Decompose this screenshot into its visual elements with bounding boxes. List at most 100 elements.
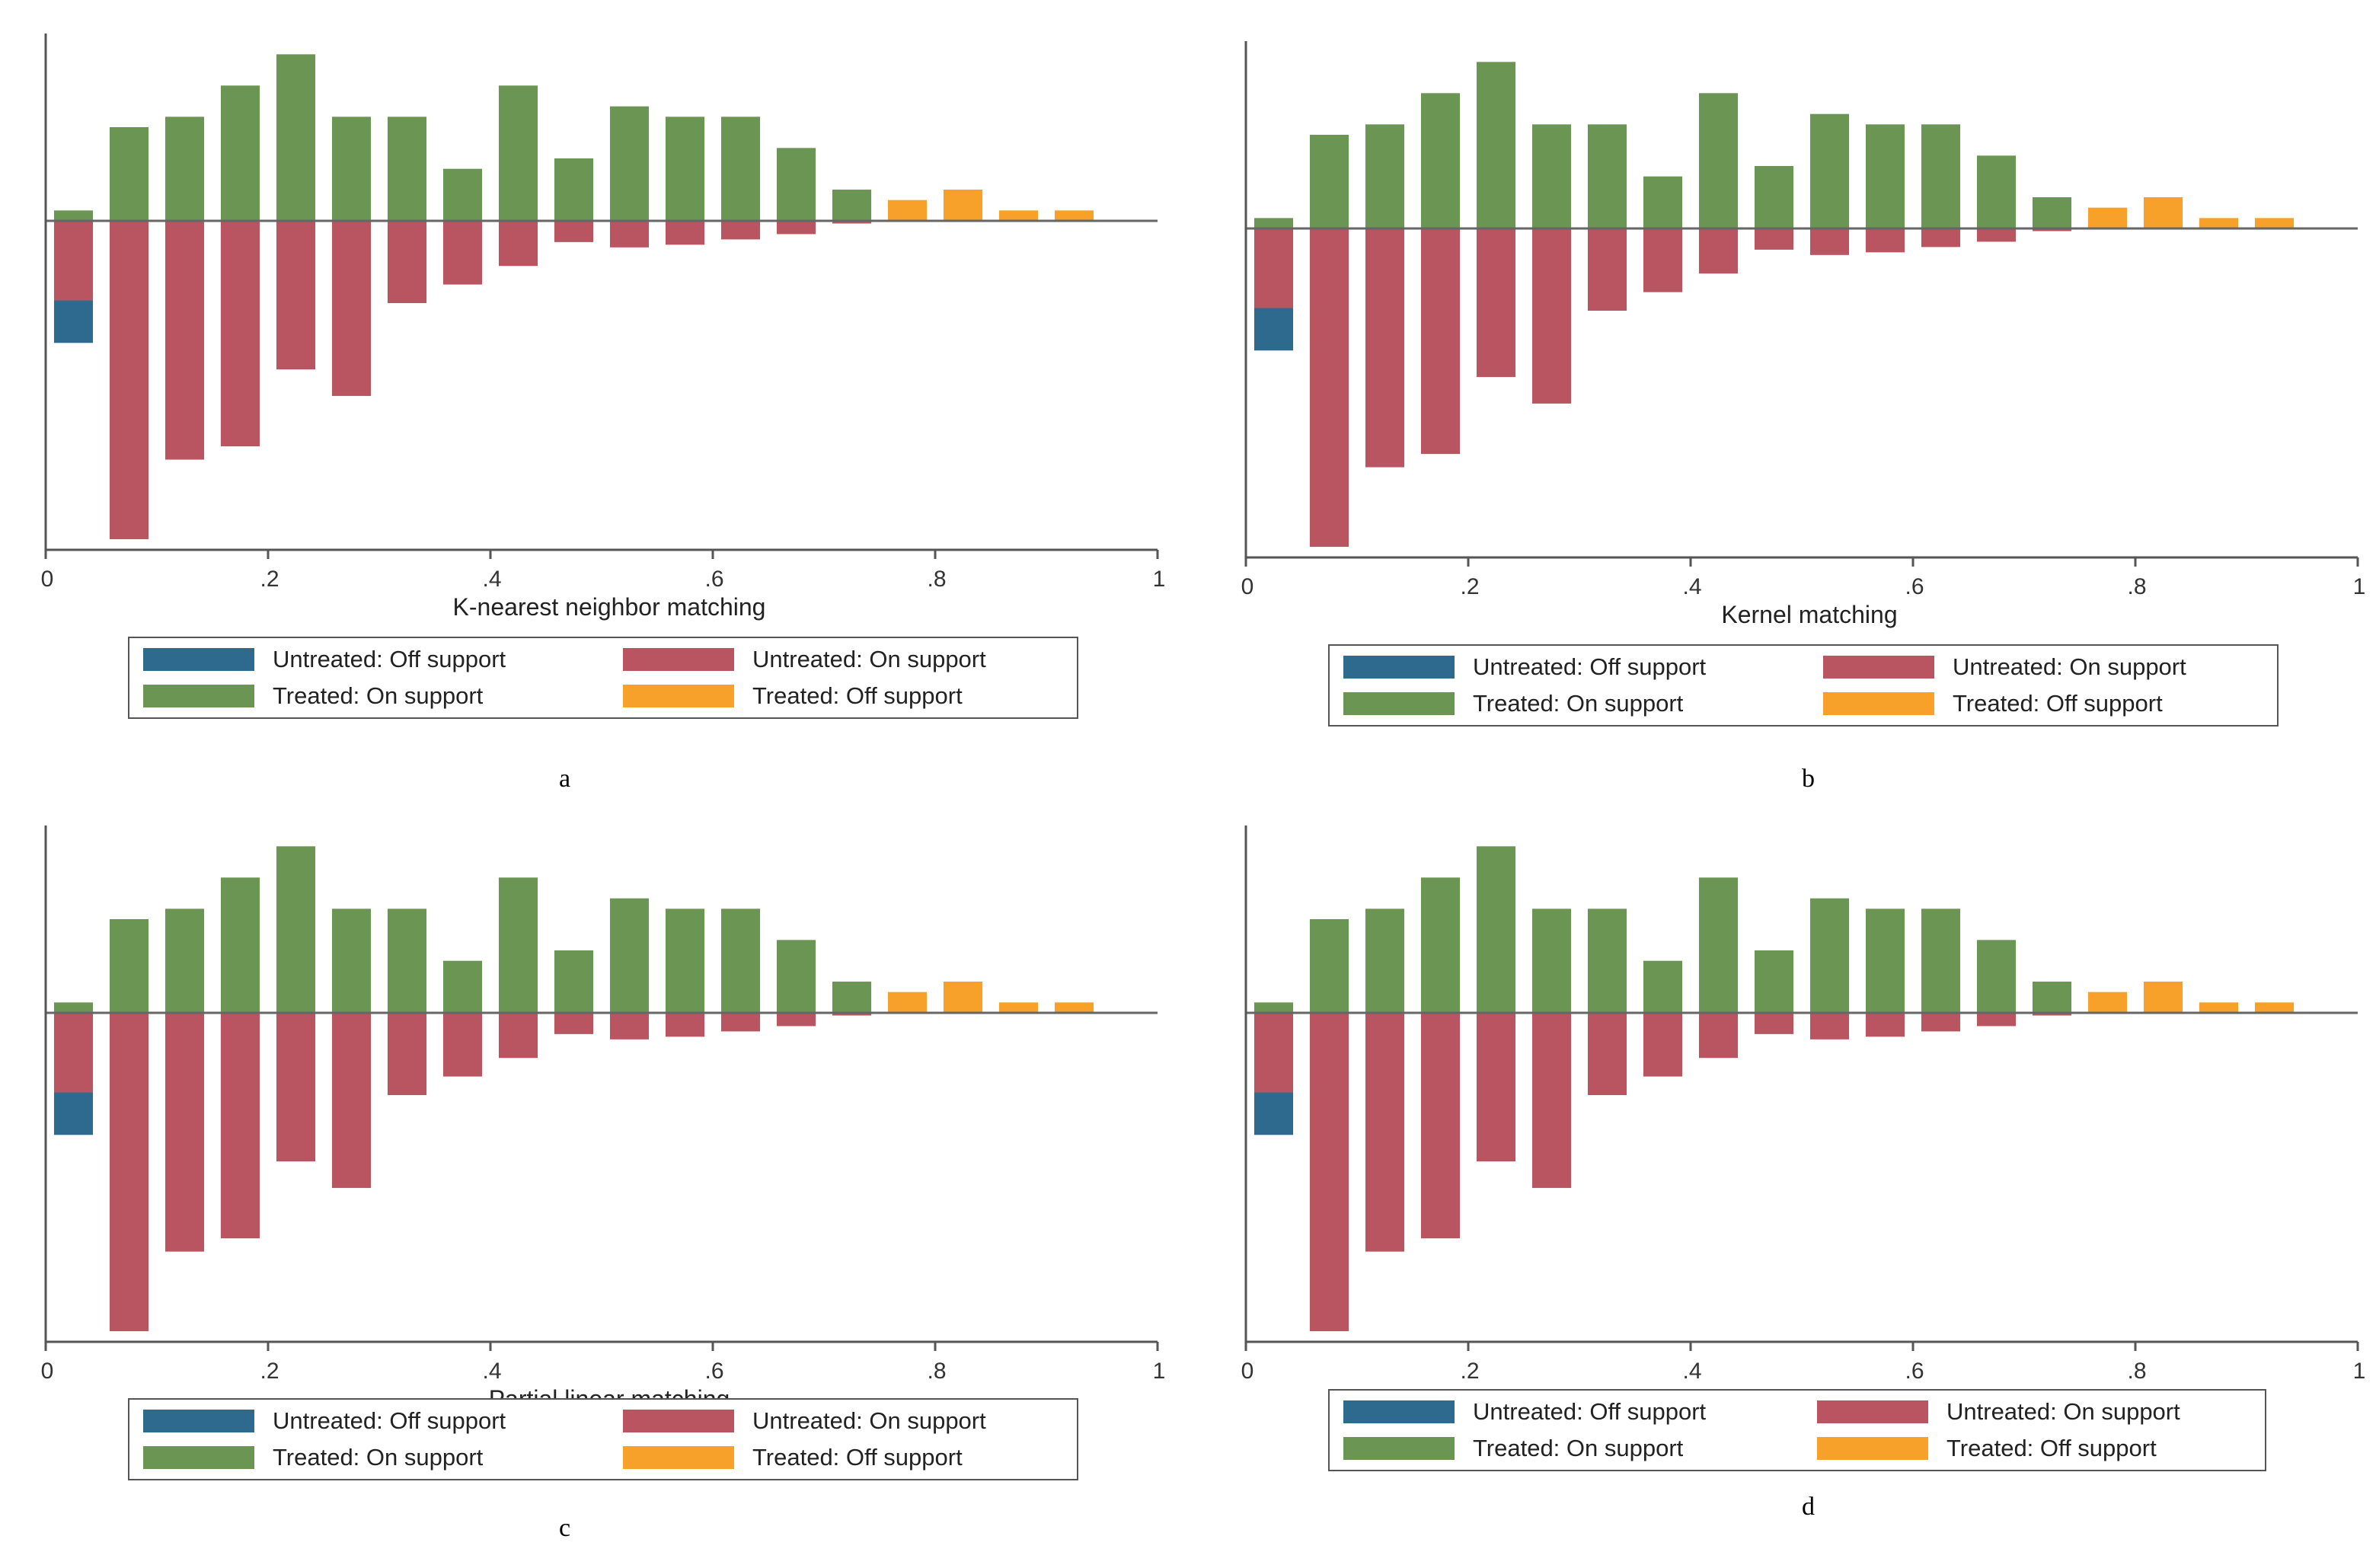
bar-untreated-on [2032, 228, 2072, 232]
bar-treated-on [2032, 982, 2072, 1013]
bar-untreated-off [1253, 308, 1294, 351]
x-tick-label: 0 [41, 567, 54, 592]
legend-item-treated-on: Treated: On support [143, 681, 483, 711]
legend-item-untreated-off: Untreated: Off support [143, 644, 506, 675]
bar-treated-off [998, 1002, 1039, 1013]
bar-treated-on [1420, 877, 1461, 1013]
bar-treated-on [1420, 93, 1461, 228]
legend-label-treated-on: Treated: On support [1473, 1435, 1684, 1461]
bar-untreated-on [498, 1013, 538, 1059]
bar-untreated-on [1420, 1013, 1461, 1239]
x-tick-label: .2 [1460, 1359, 1479, 1384]
bar-untreated-on [720, 221, 761, 240]
legend-item-untreated-on: Untreated: On support [1817, 1397, 2180, 1427]
legend-label-treated-on: Treated: On support [273, 1444, 484, 1471]
panel-label-b: b [1802, 765, 1815, 793]
legend-label-untreated-on: Untreated: On support [752, 646, 986, 672]
bar-untreated-on [609, 221, 650, 247]
x-tick-label: .2 [260, 1359, 279, 1384]
legend-item-treated-on: Treated: On support [1343, 1433, 1683, 1464]
panel-label-a: a [559, 765, 571, 793]
bar-treated-off [2199, 1002, 2239, 1013]
bar-treated-on [776, 940, 816, 1013]
bar-untreated-on [220, 1013, 260, 1239]
legend-label-treated-off: Treated: Off support [752, 1444, 963, 1471]
bar-treated-on [109, 127, 149, 221]
legend-label-untreated-off: Untreated: Off support [273, 1407, 506, 1434]
legend-item-treated-off: Treated: Off support [1817, 1433, 2157, 1464]
legend-label-untreated-off: Untreated: Off support [1473, 1398, 1707, 1425]
legend-item-treated-on: Treated: On support [143, 1442, 483, 1473]
bar-untreated-on [387, 221, 427, 303]
legend-swatch-treated-off [623, 685, 734, 707]
bar-treated-on [1643, 176, 1683, 228]
legend-label-treated-off: Treated: Off support [1946, 1435, 2157, 1461]
bar-treated-on [442, 960, 483, 1013]
legend-item-treated-off: Treated: Off support [623, 1442, 963, 1473]
bar-untreated-on [1809, 1013, 1850, 1039]
bar-treated-on [2032, 197, 2072, 228]
bar-untreated-on [1253, 1013, 1294, 1093]
bar-untreated-on [331, 221, 372, 396]
bar-treated-on [498, 85, 538, 221]
bar-untreated-on [554, 221, 594, 242]
legend-swatch-untreated-on [1823, 656, 1934, 679]
x-tick-label: 1 [1153, 567, 1166, 592]
legend-swatch-untreated-on [623, 648, 734, 671]
legend-swatch-untreated-off [1343, 1400, 1455, 1423]
bar-untreated-on [1921, 1013, 1961, 1032]
bar-treated-on [1754, 166, 1794, 228]
panel-b: 0 .2 .4 .6 .8 1 Kernel matching Untreated: Off… [1200, 8, 2376, 793]
panel-d: 0.2.4.6.81Radius matching Untreated: Off… [1200, 792, 2376, 1568]
bar-untreated-on [1309, 228, 1349, 548]
bar-untreated-on [554, 1013, 594, 1034]
bar-untreated-on [498, 221, 538, 267]
bar-treated-on [1253, 1002, 1294, 1013]
bar-untreated-on [720, 1013, 761, 1032]
legend-a: Untreated: Off support Untreated: On sup… [128, 637, 1078, 719]
x-tick-label: .6 [704, 1359, 723, 1384]
bar-treated-on [53, 1002, 94, 1013]
bar-treated-off [943, 982, 983, 1013]
x-tick-label: 0 [41, 1359, 54, 1384]
legend-swatch-untreated-off [1343, 656, 1455, 679]
x-tick-label: .6 [1905, 574, 1924, 599]
bar-untreated-on [1643, 1013, 1683, 1077]
bar-treated-on [609, 898, 650, 1013]
bar-untreated-on [776, 1013, 816, 1027]
bar-treated-on [1643, 960, 1683, 1013]
bar-treated-on [1809, 113, 1850, 228]
bar-treated-on [832, 982, 872, 1013]
bar-treated-off [2087, 992, 2128, 1013]
bar-treated-off [2254, 218, 2295, 228]
bar-treated-on [1698, 877, 1739, 1013]
bar-treated-off [887, 992, 928, 1013]
legend-label-untreated-on: Untreated: On support [752, 1407, 986, 1434]
bar-treated-on [1587, 124, 1627, 228]
bar-treated-on [554, 950, 594, 1013]
bar-untreated-on [331, 1013, 372, 1188]
bar-untreated-on [1476, 1013, 1516, 1162]
bar-untreated-on [2032, 1013, 2072, 1016]
x-tick-label: .8 [927, 1359, 946, 1384]
chart-a: 0 .2 .4 .6 .8 1 K-nearest neighbor matching [41, 34, 1166, 621]
legend-item-treated-on: Treated: On support [1343, 688, 1683, 719]
x-tick-label: .8 [927, 567, 946, 592]
panel-label-d: d [1802, 1493, 1815, 1521]
bar-treated-on [1921, 909, 1961, 1013]
chart-b: 0 .2 .4 .6 .8 1 Kernel matching [1241, 41, 2365, 628]
bar-untreated-on [1365, 1013, 1405, 1252]
bar-untreated-on [1476, 228, 1516, 378]
bar-untreated-on [1921, 228, 1961, 247]
bar-untreated-on [1309, 1013, 1349, 1332]
bar-untreated-on [1754, 1013, 1794, 1034]
bar-treated-off [2143, 982, 2183, 1013]
bar-treated-on [109, 919, 149, 1013]
bar-treated-on [1476, 62, 1516, 228]
bar-treated-on [1309, 135, 1349, 228]
bar-treated-on [276, 54, 316, 221]
bar-treated-off [998, 210, 1039, 221]
x-tick-label: 0 [1241, 1359, 1254, 1384]
bar-treated-on [609, 106, 650, 221]
legend-item-untreated-off: Untreated: Off support [1343, 1397, 1706, 1427]
